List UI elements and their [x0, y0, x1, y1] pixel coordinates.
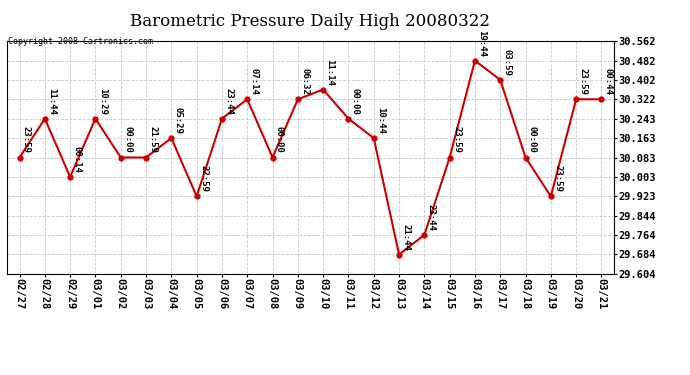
Text: 00:00: 00:00 — [528, 126, 537, 153]
Text: 21:44: 21:44 — [402, 224, 411, 251]
Text: 10:44: 10:44 — [376, 107, 385, 134]
Text: Copyright 2008 Cartronics.com: Copyright 2008 Cartronics.com — [8, 38, 153, 46]
Text: 03:59: 03:59 — [503, 49, 512, 76]
Text: 22:59: 22:59 — [199, 165, 208, 192]
Text: 23:59: 23:59 — [553, 165, 562, 192]
Text: 06:32: 06:32 — [300, 68, 309, 95]
Text: 23:59: 23:59 — [579, 68, 588, 95]
Text: 11:44: 11:44 — [48, 88, 57, 114]
Text: 19:44: 19:44 — [477, 30, 486, 57]
Text: 00:00: 00:00 — [275, 126, 284, 153]
Text: 11:14: 11:14 — [326, 58, 335, 86]
Text: 23:59: 23:59 — [22, 126, 31, 153]
Text: 23:44: 23:44 — [224, 88, 233, 114]
Text: 00:00: 00:00 — [351, 88, 360, 114]
Text: 00:00: 00:00 — [124, 126, 132, 153]
Text: 21:59: 21:59 — [148, 126, 157, 153]
Text: 07:14: 07:14 — [250, 68, 259, 95]
Text: 10:29: 10:29 — [98, 88, 107, 114]
Text: Barometric Pressure Daily High 20080322: Barometric Pressure Daily High 20080322 — [130, 13, 491, 30]
Text: 00:14: 00:14 — [72, 146, 81, 173]
Text: 05:29: 05:29 — [174, 107, 183, 134]
Text: 23:44: 23:44 — [427, 204, 436, 231]
Text: 23:59: 23:59 — [452, 126, 461, 153]
Text: 00:44: 00:44 — [604, 68, 613, 95]
